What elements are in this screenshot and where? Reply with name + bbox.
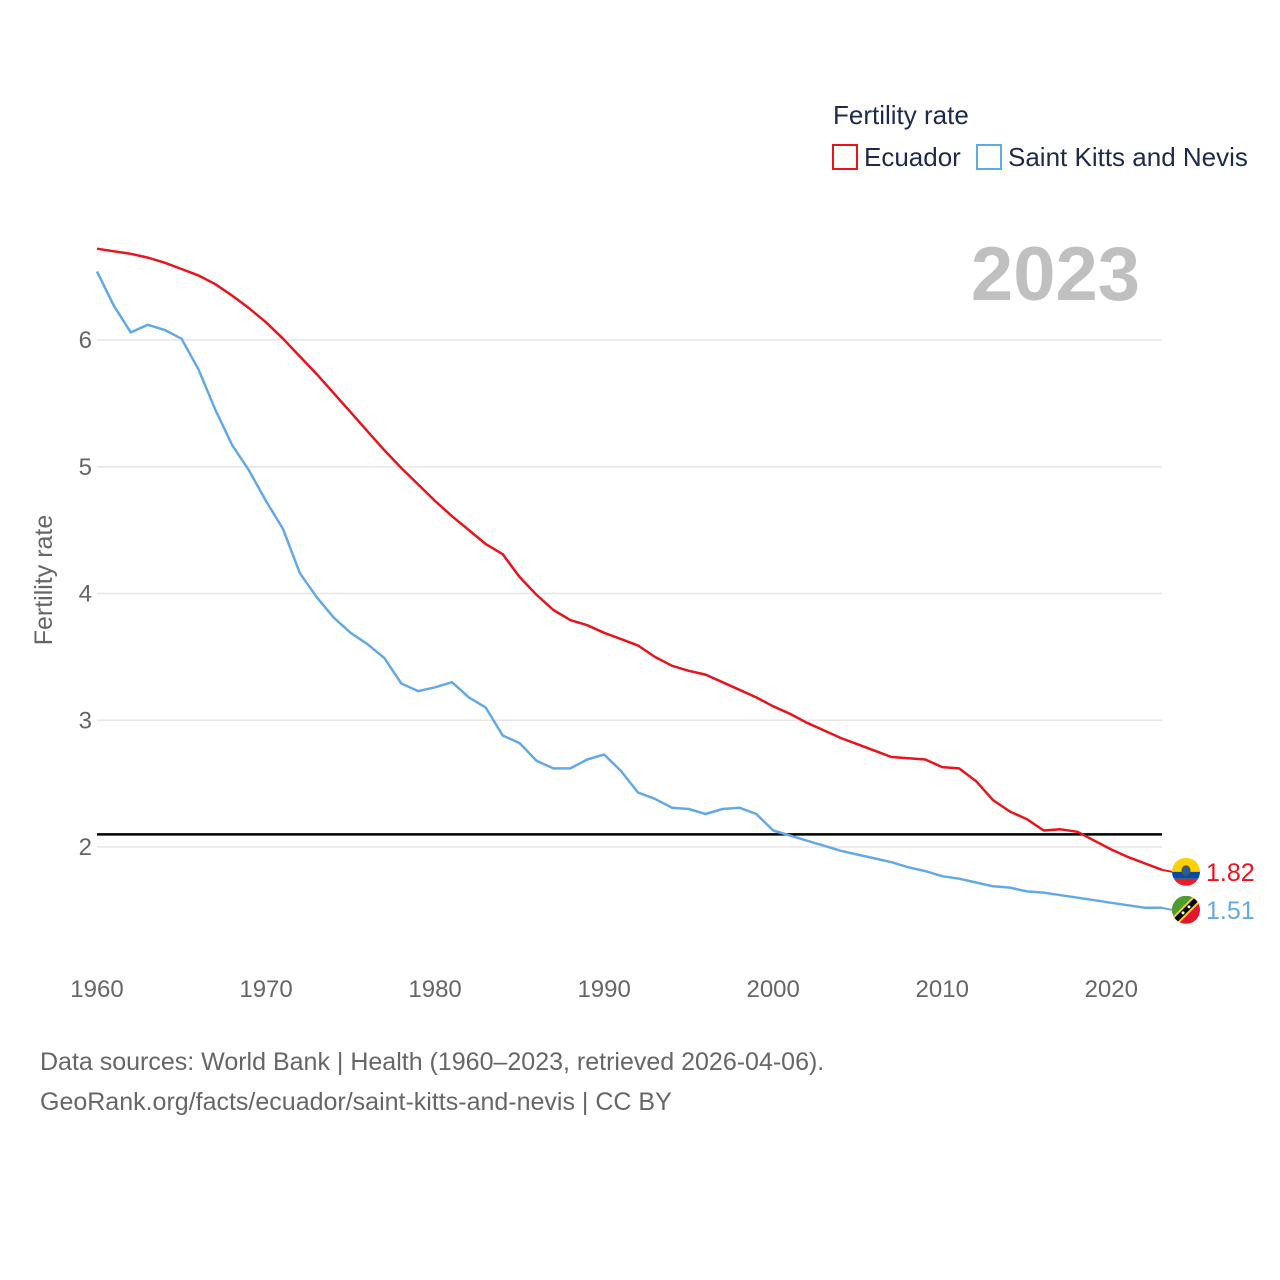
- y-tick-label-3: 3: [79, 707, 92, 734]
- end-connector-saint-kitts-and-nevis: [1161, 906, 1173, 911]
- x-tick-label-1960: 1960: [70, 976, 123, 1003]
- y-tick-label-4: 4: [79, 581, 92, 608]
- y-tick-label-6: 6: [79, 327, 92, 354]
- saint-kitts-and-nevis-flag-icon: [1172, 895, 1200, 924]
- x-tick-label-2010: 2010: [916, 976, 969, 1003]
- source-line-1: Data sources: World Bank | Health (1960–…: [40, 1048, 825, 1076]
- y-tick-label-2: 2: [79, 834, 92, 861]
- legend-item-saint-kitts-and-nevis[interactable]: Saint Kitts and Nevis: [976, 142, 1248, 172]
- x-tick-label-1980: 1980: [408, 976, 461, 1003]
- legend-label-saint-kitts-and-nevis: Saint Kitts and Nevis: [1008, 142, 1248, 172]
- end-markers: 1.82 1.51: [1161, 857, 1255, 925]
- y-axis-ticks: 2 3 4 5 6: [79, 327, 92, 861]
- x-tick-label-1970: 1970: [239, 976, 292, 1003]
- x-tick-label-2000: 2000: [746, 976, 799, 1003]
- source-note: Data sources: World Bank | Health (1960–…: [40, 1042, 824, 1122]
- legend-title: Fertility rate: [833, 100, 969, 130]
- legend-item-ecuador[interactable]: Ecuador: [832, 142, 961, 172]
- legend: Fertility rate Ecuador Saint Kitts and N…: [832, 100, 1248, 172]
- y-axis-label: Fertility rate: [30, 515, 58, 646]
- end-value-label-ecuador: 1.82: [1206, 859, 1255, 887]
- series-line-ecuador[interactable]: [96, 247, 1163, 871]
- year-display: 2023: [971, 232, 1140, 317]
- source-line-2[interactable]: GeoRank.org/facts/ecuador/saint-kitts-an…: [40, 1088, 672, 1116]
- x-tick-label-1990: 1990: [577, 976, 630, 1003]
- legend-label-ecuador: Ecuador: [864, 142, 961, 172]
- series-lines: [95, 247, 1163, 910]
- end-value-label-saint-kitts-and-nevis: 1.51: [1206, 897, 1255, 925]
- x-tick-label-2020: 2020: [1085, 976, 1138, 1003]
- y-tick-label-5: 5: [79, 454, 92, 481]
- series-line-saint-kitts-and-nevis[interactable]: [95, 271, 1162, 910]
- legend-swatch-ecuador: [832, 144, 858, 170]
- ecuador-flag-icon: [1172, 857, 1200, 886]
- gridlines: [97, 339, 1162, 848]
- legend-swatch-saint-kitts-and-nevis: [976, 144, 1002, 170]
- x-axis-ticks: 1960 1970 1980 1990 2000 2010 2020: [70, 976, 1138, 1003]
- end-connector-ecuador: [1161, 868, 1173, 873]
